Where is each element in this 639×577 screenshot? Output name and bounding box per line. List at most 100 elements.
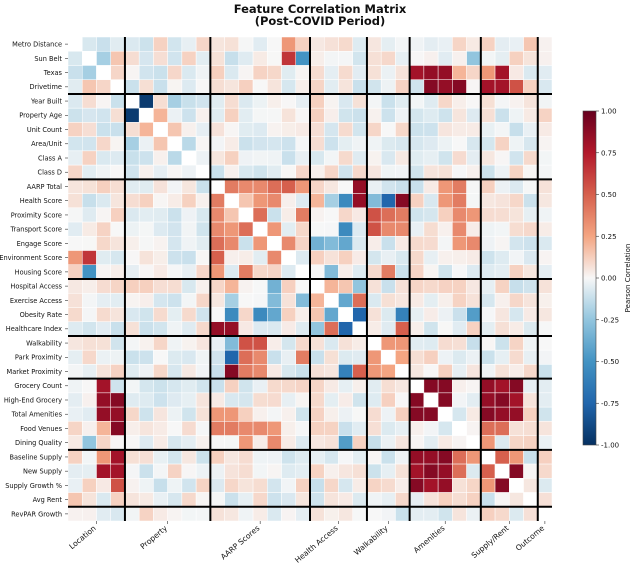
heatmap-cell [395, 221, 410, 237]
heatmap-cell [352, 136, 368, 152]
heatmap-cell [437, 164, 453, 180]
heatmap-cell [252, 122, 268, 137]
heatmap-cell [380, 136, 396, 152]
heatmap-cell [409, 136, 425, 152]
heatmap-cell [523, 164, 539, 180]
heatmap-cell [181, 406, 197, 422]
heatmap-cell [452, 36, 467, 52]
heatmap-cell [352, 364, 368, 379]
heatmap-cell [423, 421, 439, 436]
heatmap-cell [509, 250, 524, 266]
heatmap-cell [138, 236, 154, 251]
heatmap-cell [110, 292, 126, 308]
heatmap-cell [509, 207, 524, 223]
heatmap-cell [281, 463, 297, 479]
heatmap-cell [295, 65, 311, 80]
heatmap-cell [437, 421, 453, 436]
heatmap-cell [124, 307, 140, 322]
heatmap-cell [81, 421, 97, 436]
heatmap-cell [138, 79, 154, 95]
heatmap-cell [423, 179, 439, 194]
heatmap-cell [138, 179, 154, 194]
heatmap-cell [409, 449, 425, 465]
heatmap-cell [395, 292, 410, 308]
heatmap-cell [224, 335, 240, 351]
heatmap-cell [323, 164, 339, 180]
heatmap-cell [252, 492, 268, 508]
heatmap-cell [67, 449, 83, 465]
heatmap-cell [352, 65, 368, 80]
heatmap-cell [295, 321, 311, 337]
heatmap-cell [423, 492, 439, 508]
y-tick-label: Drivetime [30, 83, 62, 91]
heatmap-cell [523, 492, 539, 508]
heatmap-cell [338, 65, 353, 80]
heatmap-cell [423, 435, 439, 451]
heatmap-cell [295, 250, 311, 266]
heatmap-cell [395, 36, 410, 52]
heatmap-cell [437, 36, 453, 52]
heatmap-cell [267, 193, 282, 209]
heatmap-cell [466, 136, 482, 152]
heatmap-cell [224, 93, 240, 109]
heatmap-cell [96, 506, 111, 522]
heatmap-cell [380, 321, 396, 337]
heatmap-cell [96, 321, 111, 337]
heatmap-cell [338, 435, 353, 451]
heatmap-cell [352, 506, 368, 522]
heatmap-cell [124, 221, 140, 237]
heatmap-cell [181, 478, 197, 493]
heatmap-cell [323, 506, 339, 522]
x-group-label: Property [139, 523, 170, 551]
heatmap-cell [409, 349, 425, 365]
heatmap-cell [352, 478, 368, 493]
heatmap-cell [224, 449, 240, 465]
heatmap-cell [96, 292, 111, 308]
heatmap-cell [409, 107, 425, 123]
y-tick-label: Metro Distance [12, 41, 62, 49]
heatmap-cell [252, 136, 268, 152]
heatmap-cell [238, 435, 254, 451]
heatmap-cell [124, 164, 140, 180]
heatmap-cell [437, 278, 453, 294]
heatmap-cell [295, 378, 311, 394]
heatmap-cell [480, 193, 496, 209]
heatmap-cell [338, 50, 353, 66]
x-group-label: Walkability [352, 523, 390, 557]
heatmap-cell [124, 292, 140, 308]
y-tick-label: Unit Count [27, 126, 63, 134]
heatmap-cell [537, 463, 553, 479]
heatmap-cell [494, 207, 510, 223]
heatmap-cell [352, 236, 368, 251]
heatmap-cell [452, 378, 467, 394]
heatmap-cell [281, 292, 297, 308]
heatmap-cell [96, 236, 111, 251]
heatmap-cell [295, 136, 311, 152]
colorbar-tick-label: -0.75 [601, 400, 619, 408]
heatmap-cell [395, 335, 410, 351]
heatmap-cell [323, 250, 339, 266]
heatmap-cell [153, 250, 168, 266]
heatmap-cell [338, 364, 353, 379]
heatmap-cell [67, 79, 83, 95]
heatmap-cell [138, 492, 154, 508]
heatmap-cell [409, 264, 425, 280]
heatmap-cell [352, 278, 368, 294]
colorbar-tick-label: 0.50 [601, 191, 617, 199]
heatmap-cell [210, 307, 225, 322]
heatmap-cell [153, 335, 168, 351]
heatmap-cell [309, 435, 325, 451]
heatmap-cell [380, 378, 396, 394]
heatmap-cell [138, 122, 154, 137]
heatmap-cell [224, 236, 240, 251]
heatmap-cell [138, 136, 154, 152]
heatmap-cell [537, 406, 553, 422]
y-tick-label: Housing Score [15, 268, 62, 276]
heatmap-cell [338, 250, 353, 266]
heatmap-cell [423, 321, 439, 337]
heatmap-cell [423, 264, 439, 280]
heatmap-cell [409, 93, 425, 109]
y-tick-label: Exercise Access [10, 297, 63, 305]
heatmap-cell [295, 435, 311, 451]
heatmap-cell [523, 93, 539, 109]
